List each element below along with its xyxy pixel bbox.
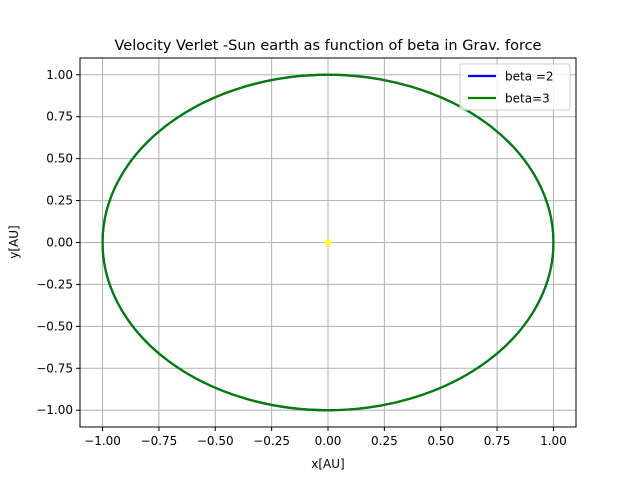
data-point-sun bbox=[324, 239, 332, 246]
x-axis-ticks: −1.00 −0.75 −0.50 −0.25 0.00 0.25 0.50 0.75 1.00 bbox=[84, 427, 567, 448]
x-tick-label: 0.00 bbox=[315, 434, 342, 448]
y-axis-ticks: −1.00 −0.75 −0.50 −0.25 0.00 0.25 0.50 0.75 1.00 bbox=[36, 68, 80, 417]
y-tick-label: 0.25 bbox=[46, 194, 73, 208]
x-tick-label: 0.75 bbox=[484, 434, 511, 448]
y-tick-label: 0.75 bbox=[46, 110, 73, 124]
legend-label-beta-3: beta=3 bbox=[505, 92, 550, 106]
x-tick-label: 0.50 bbox=[427, 434, 454, 448]
point-layer bbox=[324, 239, 332, 246]
legend: beta =2 beta=3 bbox=[459, 63, 571, 111]
y-tick-label: 0.50 bbox=[46, 152, 73, 166]
series-line-beta-3 bbox=[101, 73, 555, 412]
y-tick-label: 0.00 bbox=[46, 236, 73, 250]
y-axis-label: y[AU] bbox=[7, 225, 21, 258]
series-layer bbox=[101, 73, 555, 412]
y-tick-label: −0.75 bbox=[36, 361, 73, 375]
x-tick-label: 1.00 bbox=[540, 434, 567, 448]
x-tick-label: −0.50 bbox=[197, 434, 234, 448]
chart-title: Velocity Verlet -Sun earth as function o… bbox=[115, 38, 542, 54]
x-axis-label: x[AU] bbox=[311, 457, 344, 471]
legend-label-beta-2: beta =2 bbox=[505, 70, 554, 84]
y-tick-label: −0.50 bbox=[36, 319, 73, 333]
x-tick-label: 0.25 bbox=[371, 434, 398, 448]
x-tick-label: −0.75 bbox=[141, 434, 178, 448]
y-tick-label: 1.00 bbox=[46, 68, 73, 82]
y-tick-label: −1.00 bbox=[36, 403, 73, 417]
x-tick-label: −1.00 bbox=[84, 434, 121, 448]
y-tick-label: −0.25 bbox=[36, 277, 73, 291]
x-tick-label: −0.25 bbox=[253, 434, 290, 448]
